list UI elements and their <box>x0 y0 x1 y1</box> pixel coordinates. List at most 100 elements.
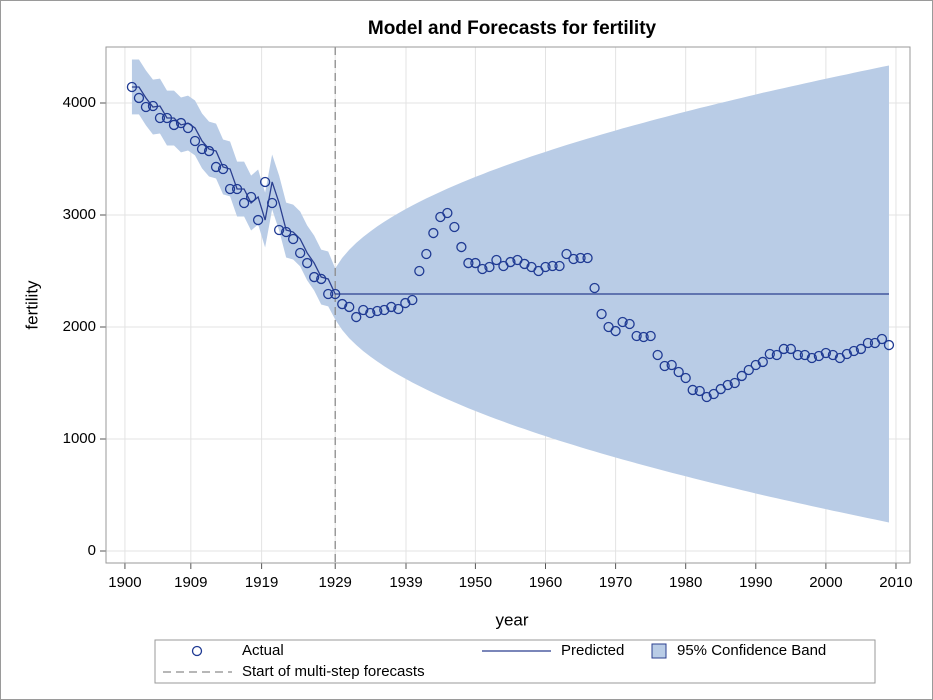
actual-point <box>729 377 740 389</box>
actual-point <box>547 260 558 272</box>
actual-point <box>449 221 460 233</box>
x-tick-label: 1900 <box>108 574 141 591</box>
actual-point <box>820 347 832 359</box>
x-tick-label: 1960 <box>529 574 562 591</box>
legend-label: Predicted <box>561 642 624 659</box>
y-tick-label: 1000 <box>63 430 96 447</box>
x-tick-label: 1929 <box>319 574 352 591</box>
actual-point <box>182 122 194 134</box>
legend-label: Actual <box>242 642 284 659</box>
x-tick-label: 2000 <box>809 574 842 591</box>
actual-point <box>736 370 747 382</box>
actual-point <box>764 348 775 360</box>
actual-point <box>407 294 418 306</box>
chart-title: Model and Forecasts for fertility <box>368 18 657 39</box>
actual-point <box>463 257 474 269</box>
actual-point <box>778 343 789 355</box>
actual-point <box>554 260 565 272</box>
actual-point <box>168 119 180 131</box>
y-tick-label: 3000 <box>63 206 96 223</box>
actual-point <box>421 248 432 260</box>
actual-point <box>624 318 635 330</box>
actual-point <box>323 288 334 300</box>
actual-point <box>596 308 607 320</box>
actual-point <box>722 379 733 391</box>
legend: Actual Predicted 95% Confidence Band Start … <box>154 639 876 684</box>
predicted-line <box>131 86 889 295</box>
x-tick-label: 2010 <box>879 574 912 591</box>
legend-box <box>154 639 876 684</box>
actual-point <box>309 271 320 283</box>
actual-point <box>491 254 502 266</box>
actual-point <box>792 349 803 361</box>
actual-point <box>610 325 621 337</box>
legend-marker <box>191 645 203 657</box>
actual-point <box>140 101 152 113</box>
actual-point <box>365 307 376 319</box>
actual-point <box>386 301 397 313</box>
actual-point <box>266 197 278 209</box>
x-tick-label: 1980 <box>669 574 702 591</box>
x-axis-label: year <box>495 610 528 629</box>
legend-label: 95% Confidence Band <box>677 642 826 659</box>
actual-point <box>519 258 530 270</box>
actual-point <box>757 356 768 368</box>
actual-point <box>252 214 264 226</box>
actual-point <box>456 241 467 253</box>
actual-point <box>785 343 796 355</box>
actual-point <box>273 224 285 236</box>
actual-point <box>701 391 712 403</box>
actual-point <box>855 343 867 355</box>
actual-point <box>344 301 355 313</box>
actual-point <box>694 385 705 397</box>
actual-point <box>175 117 187 129</box>
actual-point <box>351 311 362 323</box>
y-tick-label: 0 <box>88 542 96 559</box>
actual-point <box>505 256 516 268</box>
actual-point <box>280 226 292 238</box>
actual-point <box>666 359 677 371</box>
actual-point <box>316 273 327 285</box>
actual-point <box>126 81 138 93</box>
x-tick-label: 1919 <box>245 574 278 591</box>
actual-point <box>687 384 698 396</box>
actual-point <box>203 145 215 157</box>
actual-point <box>210 161 222 173</box>
actual-point <box>806 352 818 364</box>
plot-frame <box>105 46 911 564</box>
actual-point <box>196 143 208 155</box>
actual-point <box>189 135 201 147</box>
actual-point <box>428 227 439 239</box>
x-tick-label: 1939 <box>389 574 422 591</box>
actual-point <box>575 252 586 264</box>
actual-point <box>231 183 243 195</box>
actual-point <box>799 349 811 361</box>
x-tick-label: 1970 <box>599 574 632 591</box>
actual-point <box>372 305 383 317</box>
x-tick-label: 1909 <box>174 574 207 591</box>
actual-point <box>589 282 600 294</box>
y-tick-label: 4000 <box>63 94 96 111</box>
actual-point <box>617 316 628 328</box>
x-tick-label: 1990 <box>739 574 772 591</box>
y-tick-label: 2000 <box>63 318 96 335</box>
actual-point <box>743 364 754 376</box>
actual-point <box>147 100 159 112</box>
actual-point <box>414 265 425 277</box>
actual-point <box>358 304 369 316</box>
actual-point <box>379 304 390 316</box>
actual-point <box>582 252 593 264</box>
actual-point <box>245 191 257 203</box>
actual-point <box>259 176 271 188</box>
actual-point <box>750 359 761 371</box>
actual-point <box>659 360 670 372</box>
actual-point <box>540 261 551 273</box>
actual-point <box>477 263 488 275</box>
x-tick-label: 1950 <box>459 574 492 591</box>
actual-point <box>470 257 481 269</box>
actual-point <box>862 337 874 349</box>
legend-label: Start of multi-step forecasts <box>242 663 425 680</box>
actual-point <box>883 339 895 351</box>
actual-point <box>400 297 411 309</box>
